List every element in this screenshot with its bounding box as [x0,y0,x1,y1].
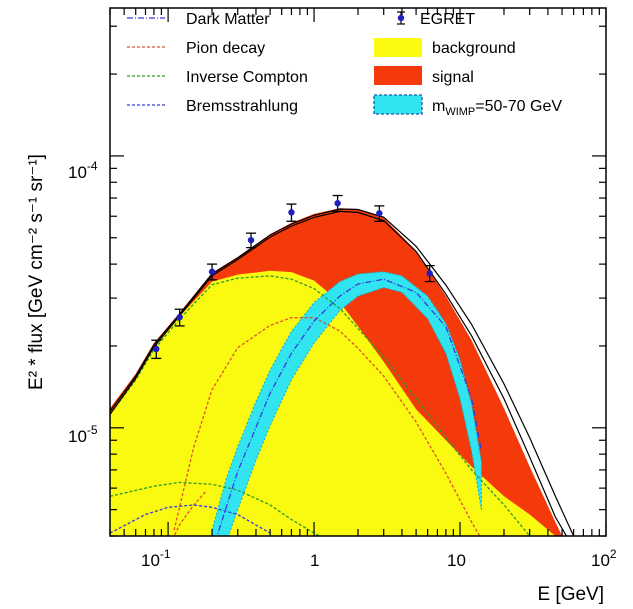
legend-bremsstrahlung-label: Bremsstrahlung [186,98,298,115]
x-tick-label-1: 1 [310,551,319,570]
egret-marker-4 [288,209,295,216]
egret-marker-3 [247,236,255,244]
egret-point-1 [174,308,185,327]
legend-inverse-compton-label: Inverse Compton [186,69,308,86]
axis-ticks [109,8,607,537]
inverse-compton-line [110,275,531,536]
egret-marker-1 [176,314,183,321]
legend-signal-swatch [374,66,422,85]
legend-signal-label: signal [432,69,474,86]
component-lines [110,275,531,536]
dark-matter-line [216,278,483,536]
x-axis-title: E [GeV] [537,584,604,605]
egret-point-2 [207,263,218,281]
legend-pion-decay-label: Pion decay [186,40,265,57]
y-tick-labels: 10-5 10-4 [68,159,98,446]
egret-point-7 [424,264,435,283]
x-tick-label-0: 10-1 [141,547,171,570]
legend-background-swatch [374,38,422,57]
egret-marker-0 [153,345,160,353]
egret-marker-2 [208,268,216,275]
y-axis-title: E² * flux [GeV cm⁻² s⁻¹ sr⁻¹] [26,154,47,390]
x-tick-label-2: 10 [447,551,466,570]
y-tick-label-0: 10-5 [68,423,98,446]
x-tick-labels: 10-1 1 10 102 [141,547,617,570]
egret-points [151,194,435,360]
egret-marker-7 [426,270,433,277]
pion-decay-line [173,317,481,536]
legend-egret-swatch [397,11,405,25]
egret-marker-6 [376,210,383,217]
y-tick-label-1: 10-4 [68,159,98,182]
egret-point-0 [151,339,162,360]
legend-egret-label: EGRET [420,11,475,28]
legend-dark-matter-label: Dark Matter [186,11,270,28]
egret-point-3 [246,232,257,249]
egret-point-4 [286,203,297,222]
background-area [110,270,569,536]
egret-point-6 [374,205,385,222]
x-tick-label-3: 102 [591,547,617,570]
bremsstrahlung-low-line [110,504,271,534]
egret-point-5 [332,194,343,213]
legend-background-label: background [432,40,516,57]
plot-area [110,194,575,536]
egret-marker-5 [334,200,341,207]
legend-wimp-band-swatch [373,94,423,115]
legend-wimp-band-label: mWIMP=50-70 GeV [432,98,562,118]
legend: Dark Matter Pion decay Inverse Compton B… [127,11,562,118]
